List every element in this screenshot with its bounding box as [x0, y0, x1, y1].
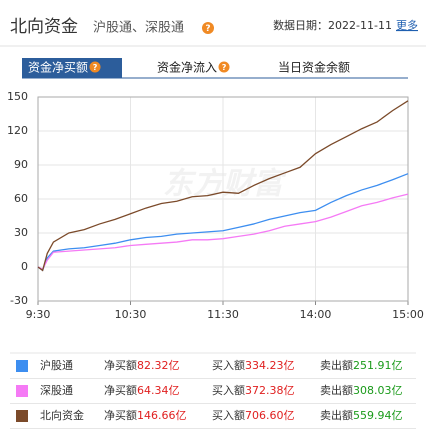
x-tick-label: 9:30 [26, 308, 51, 321]
tab-label[interactable]: 资金净买额 [28, 60, 88, 75]
title: 北向资金 [10, 17, 78, 37]
buy-value: 334.23亿 [245, 359, 295, 372]
series-line [37, 193, 409, 271]
help-icon[interactable] [202, 22, 214, 34]
y-tick-label: 150 [7, 90, 28, 103]
row-name: 北向资金 [40, 408, 84, 422]
y-tick-label: 60 [14, 192, 28, 205]
y-tick-label: 120 [7, 124, 28, 137]
y-tick-label: 90 [14, 158, 28, 171]
y-tick-label: 0 [21, 260, 28, 273]
row-name: 沪股通 [40, 358, 73, 372]
subtitle: 沪股通、深股通 [93, 20, 184, 36]
buy-value: 372.38亿 [245, 384, 295, 397]
watermark: 东方财富 [163, 167, 287, 202]
more-link[interactable]: 更多 [396, 18, 418, 32]
x-tick-label: 14:00 [300, 308, 332, 321]
sell-label: 卖出额 [320, 358, 353, 372]
net-value: 146.66亿 [137, 409, 187, 422]
buy-label: 买入额 [212, 359, 245, 372]
buy-value: 706.60亿 [245, 409, 295, 422]
x-tick-label: 11:30 [207, 308, 239, 321]
sell-label: 卖出额 [320, 383, 353, 397]
row-name: 深股通 [40, 384, 73, 397]
series-line [37, 100, 409, 272]
net-value: 64.34亿 [137, 384, 180, 397]
help-icon-text[interactable]: ? [205, 24, 210, 34]
plot-frame [37, 96, 409, 302]
legend-swatch [16, 410, 28, 422]
date: 数据日期：2022-11-11 [273, 18, 392, 32]
tab-label[interactable]: 资金净流入 [157, 60, 217, 75]
sell-value: 308.03亿 [353, 384, 403, 397]
net-label: 净买额 [104, 408, 137, 422]
tab-label[interactable]: 当日资金余额 [278, 60, 350, 75]
help-icon[interactable] [218, 61, 230, 73]
buy-label: 买入额 [212, 409, 245, 422]
net-label: 净买额 [104, 358, 137, 372]
net-value: 82.32亿 [137, 359, 180, 372]
sell-label: 卖出额 [320, 408, 353, 422]
sell-value: 559.94亿 [353, 409, 403, 422]
help-icon-text[interactable]: ? [93, 63, 98, 72]
legend-swatch [16, 385, 28, 397]
net-label: 净买额 [104, 383, 137, 397]
legend-swatch [16, 360, 28, 372]
help-icon[interactable] [89, 61, 101, 73]
help-icon-text[interactable]: ? [222, 63, 227, 72]
y-tick-label: 30 [14, 226, 28, 239]
x-tick-label: 10:30 [115, 308, 147, 321]
series-line [37, 173, 409, 272]
y-tick-label: -30 [10, 294, 28, 307]
sell-value: 251.91亿 [353, 359, 403, 372]
buy-label: 买入额 [212, 384, 245, 397]
x-tick-label: 15:00 [392, 308, 424, 321]
